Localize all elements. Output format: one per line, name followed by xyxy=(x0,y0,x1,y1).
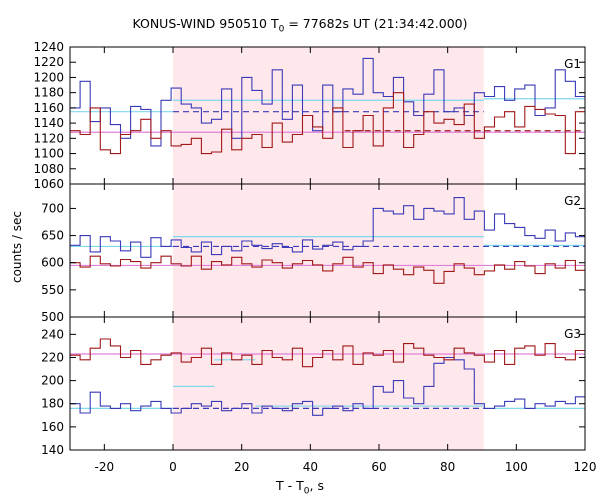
y-tick-label-G2-550: 550 xyxy=(41,283,64,297)
panel-frame-G3 xyxy=(69,316,586,451)
panel-label-G3: G3 xyxy=(564,327,581,341)
y-tick-label-G1-1100: 1100 xyxy=(33,147,64,161)
y-tick-label-G2-600: 600 xyxy=(41,256,64,270)
shaded-interval-G2 xyxy=(173,184,484,317)
y-tick-label-G1-1160: 1160 xyxy=(33,101,64,115)
series-G3-blue xyxy=(70,356,585,416)
y-tick-label-G1-1060: 1060 xyxy=(33,177,64,191)
y-axis-label: counts / sec xyxy=(10,211,24,284)
y-tick-label-G3-160: 160 xyxy=(41,420,64,434)
shaded-interval-G3 xyxy=(173,317,484,450)
y-tick-label-G1-1080: 1080 xyxy=(33,162,64,176)
y-tick-label-G3-220: 220 xyxy=(41,350,64,364)
y-tick-label-G3-200: 200 xyxy=(41,374,64,388)
x-tick-label-60: 60 xyxy=(371,460,386,474)
y-tick-label-G1-1120: 1120 xyxy=(33,131,64,145)
y-tick-label-G1-1200: 1200 xyxy=(33,70,64,84)
x-tick-label-0: 0 xyxy=(169,460,177,474)
y-tick-label-G2-500: 500 xyxy=(41,310,64,324)
y-tick-label-G2-650: 650 xyxy=(41,229,64,243)
y-tick-label-G1-1140: 1140 xyxy=(33,116,64,130)
shaded-interval-G1 xyxy=(173,47,484,184)
y-tick-label-G3-180: 180 xyxy=(41,397,64,411)
x-tick-label-100: 100 xyxy=(505,460,528,474)
x-tick-label-40: 40 xyxy=(303,460,318,474)
series-G3-red xyxy=(70,338,585,368)
x-tick-label-80: 80 xyxy=(440,460,455,474)
panel-label-G1: G1 xyxy=(564,57,581,71)
series-G1-red xyxy=(70,92,585,155)
x-tick-label--20: -20 xyxy=(95,460,115,474)
series-G2-blue xyxy=(70,197,585,258)
x-tick-label-20: 20 xyxy=(234,460,249,474)
y-tick-label-G2-700: 700 xyxy=(41,201,64,215)
y-tick-label-G1-1220: 1220 xyxy=(33,55,64,69)
x-tick-label-120: 120 xyxy=(574,460,597,474)
chart-title: KONUS-WIND 950510 T0 = 77682s UT (21:34:… xyxy=(132,16,468,35)
series-G2-red xyxy=(70,255,585,284)
y-tick-label-G3-140: 140 xyxy=(41,443,64,457)
y-tick-label-G1-1240: 1240 xyxy=(33,40,64,54)
panel-label-G2: G2 xyxy=(564,194,581,208)
y-tick-label-G3-240: 240 xyxy=(41,327,64,341)
y-tick-label-G1-1180: 1180 xyxy=(33,86,64,100)
x-axis-label: T - T0, s xyxy=(276,478,324,497)
